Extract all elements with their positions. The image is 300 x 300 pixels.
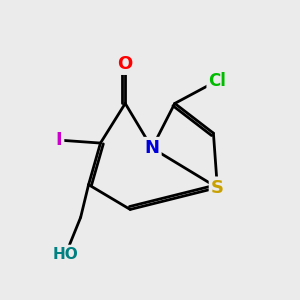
Text: S: S [211, 178, 224, 196]
Text: I: I [56, 131, 62, 149]
Text: Cl: Cl [208, 72, 226, 90]
Text: N: N [145, 139, 160, 157]
Text: HO: HO [53, 247, 79, 262]
Text: O: O [118, 55, 133, 73]
